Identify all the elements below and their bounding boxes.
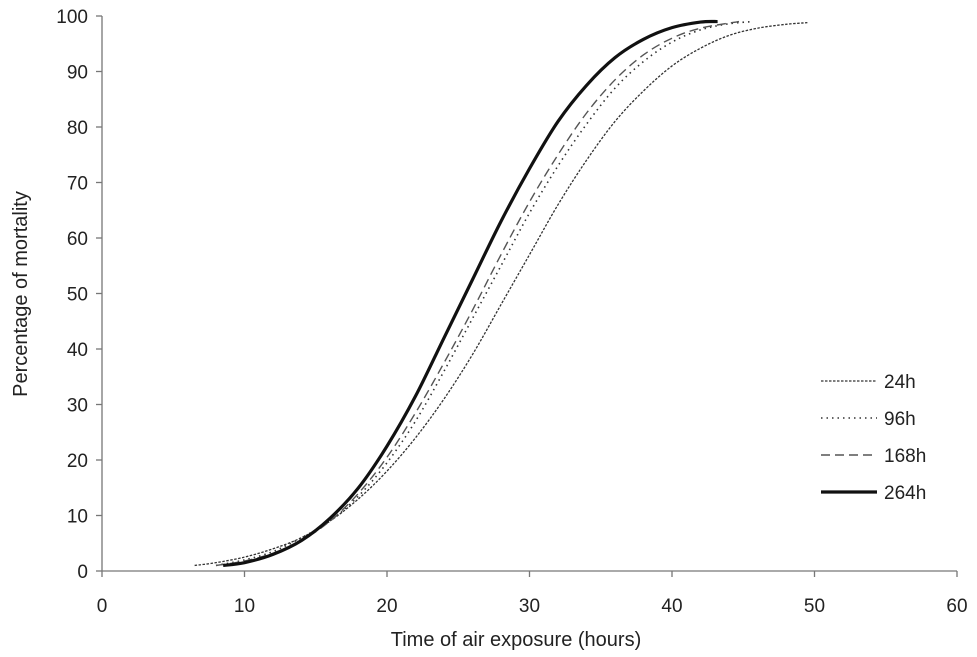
x-tick-label: 20 [376,596,397,617]
series-line-96h [215,20,754,567]
legend-label-168h: 168h [884,446,926,467]
legend-label-96h: 96h [884,409,916,430]
y-tick-label: 20 [67,451,88,472]
x-tick-label: 30 [519,596,540,617]
y-tick-label: 70 [67,174,88,195]
y-tick-label: 40 [67,340,88,361]
x-tick-label: 10 [234,596,255,617]
y-tick-label: 0 [77,562,88,583]
y-tick-label: 60 [67,229,88,250]
axes-layer: 0 10 20 30 40 50 60 70 80 90 100 0 10 20 30 40 50 60 [56,7,967,617]
series-line-168h [215,20,740,567]
series-line-264h [222,19,718,568]
x-tick-label: 40 [661,596,682,617]
series-line-24h [194,22,808,567]
x-axis-title: Time of air exposure (hours) [391,629,641,651]
series-layer [194,19,808,568]
legend-label-264h: 264h [884,483,926,504]
y-tick-label: 30 [67,396,88,417]
x-tick-label: 60 [946,596,967,617]
y-tick-label: 100 [56,7,88,28]
legend-label-24h: 24h [884,372,916,393]
y-tick-label: 50 [67,285,88,306]
y-tick-label: 10 [67,507,88,528]
x-tick-label: 0 [97,596,108,617]
y-axis-title: Percentage of mortality [10,191,32,397]
x-tick-label: 50 [804,596,825,617]
y-tick-label: 80 [67,118,88,139]
legend: 24h 96h 168h 264h [821,372,926,504]
y-tick-label: 90 [67,63,88,84]
